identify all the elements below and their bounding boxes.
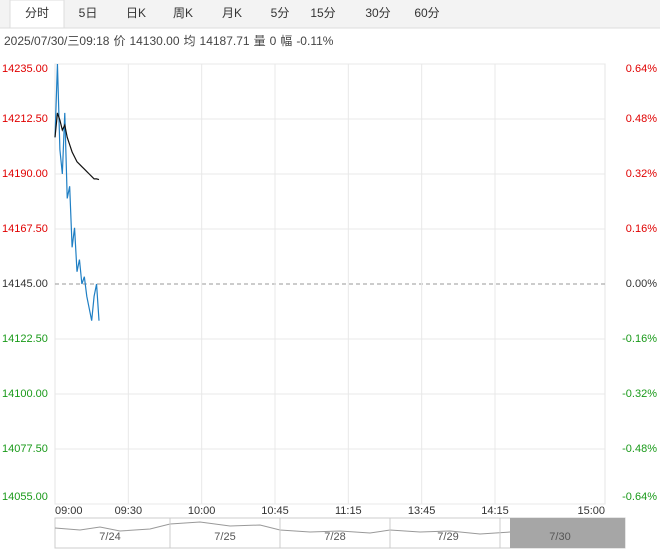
tab-bar [0,0,660,28]
y-tick-label: 14077.50 [2,443,48,455]
active-tab-bg [9,0,65,29]
y-tick-label: 14100.00 [2,388,48,400]
navigator-sparkline [54,521,511,535]
info-vol: 0 [270,34,277,48]
y-tick-label: 14167.50 [2,223,48,235]
y2-tick-label: 0.48% [626,113,657,125]
x-tick-label: 09:00 [55,505,83,517]
navigator-date: 7/24 [99,531,120,543]
tab[interactable]: 月K [222,6,242,20]
info-datetime: 2025/07/30/三09:18 [4,34,110,48]
price-line [54,63,100,321]
navigator-dividers [169,518,501,548]
y-tick-label: 14212.50 [2,113,48,125]
y2-tick-label: 0.32% [626,168,657,180]
price-line [54,112,100,181]
info-avg: 14187.71 [200,34,250,48]
navigator-date: 7/29 [437,531,458,543]
y2-tick-label: -0.32% [622,388,657,400]
info-price_label: 价 [113,34,125,48]
info-range: -0.11% [296,34,333,48]
y-tick-label: 14145.00 [2,278,48,290]
tab[interactable]: 30分 [365,6,390,20]
y2-tick-label: 0.64% [626,63,657,75]
y2-tick-label: -0.16% [622,333,657,345]
x-tick-label: 15:00 [577,505,605,517]
tab[interactable]: 15分 [310,6,335,20]
tab[interactable]: 60分 [414,6,439,20]
x-tick-label: 09:30 [115,505,143,517]
tab[interactable]: 日K [126,6,146,20]
info-avg_label: 均 [184,34,196,48]
y2-tick-label: 0.16% [626,223,657,235]
navigator-date: 7/30 [549,531,570,543]
x-tick-label: 10:45 [261,505,289,517]
y-tick-label: 14122.50 [2,333,48,345]
y-tick-label: 14190.00 [2,168,48,180]
tab[interactable]: 5日 [79,6,98,20]
navigator-date: 7/28 [324,531,345,543]
x-tick-label: 10:00 [188,505,216,517]
y2-tick-label: -0.64% [622,491,657,503]
navigator-window[interactable] [510,518,625,548]
y2-tick-label: 0.00% [626,278,657,290]
x-tick-label: 14:15 [481,505,509,517]
navigator-date: 7/25 [214,531,235,543]
tab[interactable]: 周K [173,6,193,20]
tab[interactable]: 5分 [271,6,290,20]
x-tick-label: 11:15 [335,505,362,517]
info-range_label: 幅 [280,33,292,48]
y-tick-label: 14235.00 [2,63,48,75]
info-vol_label: 量 [254,34,266,48]
info-line: 2025/07/30/三09:18 价 14130.00 均 14187.71 量 0 幅 -0… [4,33,334,48]
y2-tick-label: -0.48% [622,443,657,455]
x-tick-label: 13:45 [408,505,436,517]
tab[interactable]: 分时 [25,6,49,20]
info-price: 14130.00 [129,34,179,48]
y-tick-label: 14055.00 [2,491,48,503]
